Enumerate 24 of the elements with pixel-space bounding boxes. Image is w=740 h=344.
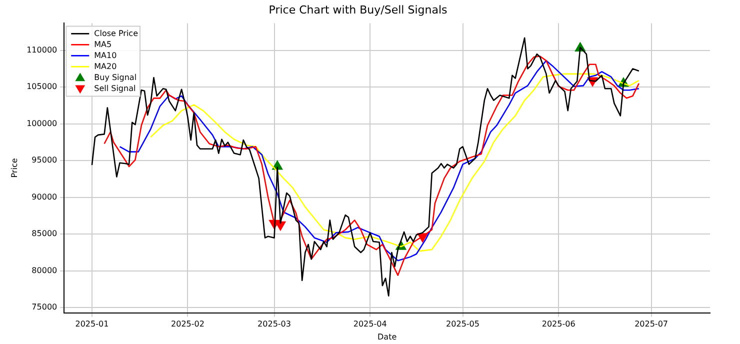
y-tick-label: 80000 bbox=[32, 266, 58, 275]
legend-label: MA20 bbox=[94, 62, 117, 71]
y-tick-label: 85000 bbox=[32, 229, 58, 238]
y-tick-label: 90000 bbox=[32, 192, 58, 202]
y-tick-label: 100000 bbox=[26, 118, 58, 128]
legend-label: MA5 bbox=[94, 40, 112, 49]
x-tick-label: 2025-07 bbox=[634, 320, 668, 329]
legend-label: Buy Signal bbox=[94, 72, 137, 82]
x-tick-label: 2025-01 bbox=[75, 320, 109, 329]
legend-label: MA10 bbox=[94, 50, 117, 60]
y-tick-label: 75000 bbox=[32, 302, 58, 312]
x-tick-label: 2025-02 bbox=[171, 320, 204, 329]
y-tick-label: 105000 bbox=[26, 82, 58, 92]
legend-label: Sell Signal bbox=[94, 84, 136, 93]
y-tick-label: 110000 bbox=[26, 45, 58, 54]
x-tick-label: 2025-05 bbox=[446, 320, 480, 329]
y-axis-title: Price bbox=[10, 158, 19, 178]
x-axis-title: Date bbox=[378, 332, 397, 342]
chart-title: Price Chart with Buy/Sell Signals bbox=[268, 3, 448, 16]
legend-label: Close Price bbox=[94, 28, 138, 38]
x-tick-label: 2025-03 bbox=[258, 320, 291, 329]
x-tick-label: 2025-04 bbox=[353, 320, 387, 329]
y-tick-label: 95000 bbox=[32, 156, 58, 165]
x-tick-label: 2025-06 bbox=[542, 320, 576, 329]
